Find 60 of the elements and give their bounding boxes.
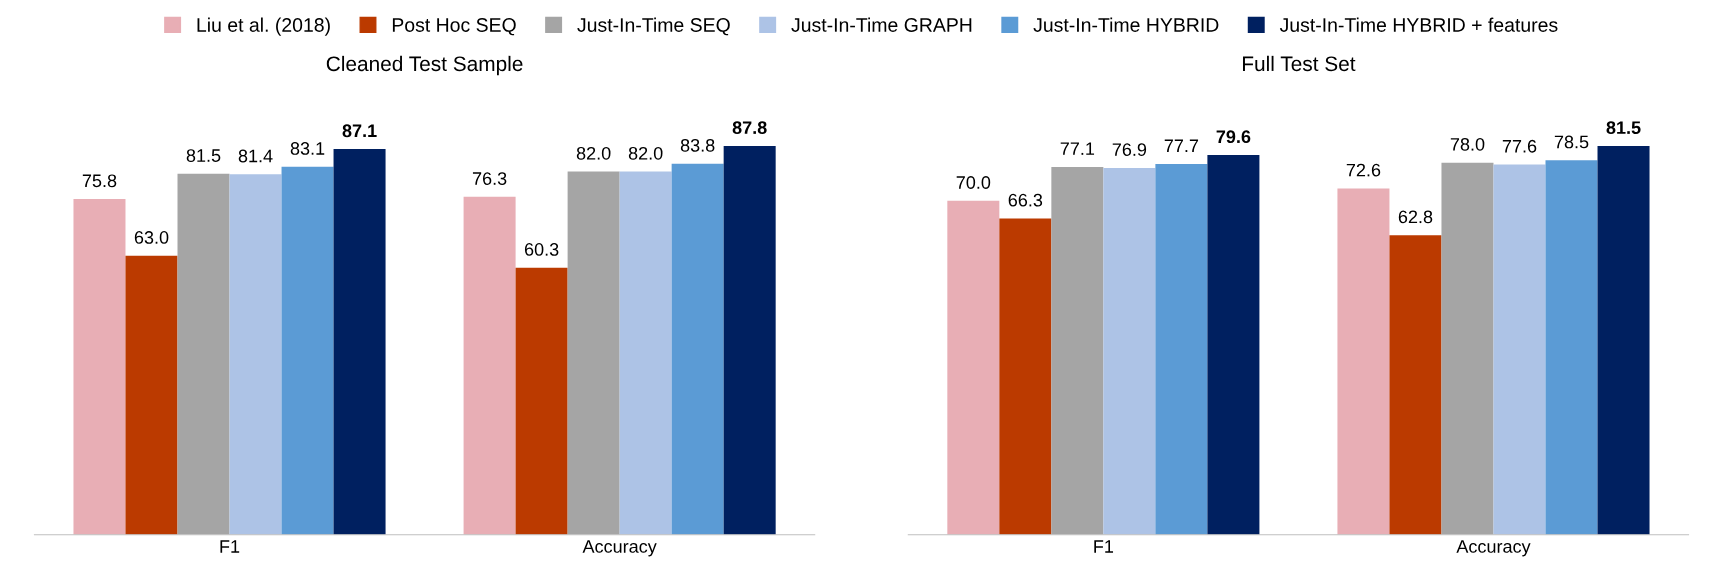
data-label: 81.5 bbox=[186, 149, 221, 162]
bar bbox=[1389, 235, 1442, 535]
bar bbox=[1441, 162, 1494, 535]
legend-label: Liu et al. (2018) bbox=[197, 17, 330, 36]
bar bbox=[1597, 145, 1650, 535]
data-label: 63.0 bbox=[134, 231, 169, 244]
data-label: 72.6 bbox=[1346, 163, 1381, 177]
x-tick-label: Accuracy bbox=[1456, 540, 1531, 557]
data-label: 82.0 bbox=[576, 146, 611, 160]
data-label: 66.3 bbox=[1008, 193, 1043, 207]
bar bbox=[73, 199, 126, 535]
legend-label: Just-In-Time HYBRID + features bbox=[1279, 17, 1558, 32]
bar bbox=[281, 166, 334, 535]
data-label: 77.1 bbox=[1060, 142, 1095, 155]
bar bbox=[515, 267, 568, 535]
legend-label: Just-In-Time GRAPH bbox=[791, 17, 972, 32]
bar bbox=[1545, 160, 1598, 535]
x-tick-label: F1 bbox=[1094, 540, 1114, 553]
bar bbox=[1207, 155, 1260, 535]
data-label: 60.3 bbox=[524, 243, 559, 256]
data-label: 78.5 bbox=[1554, 135, 1589, 149]
data-label: 78.0 bbox=[1450, 137, 1485, 151]
data-label: 79.6 bbox=[1216, 130, 1251, 144]
data-label: 82.0 bbox=[628, 146, 663, 160]
bar bbox=[947, 200, 1000, 535]
data-label: 75.8 bbox=[82, 174, 117, 188]
chart-title: Cleaned Test Sample bbox=[326, 55, 523, 76]
bar bbox=[619, 171, 672, 535]
x-tick-label: F1 bbox=[220, 540, 240, 553]
chart-title: Full Test Set bbox=[1243, 55, 1356, 72]
x-tick-label: Accuracy bbox=[582, 540, 657, 557]
data-label: 81.5 bbox=[1606, 121, 1641, 135]
data-label: 87.8 bbox=[732, 121, 767, 135]
bar bbox=[463, 196, 516, 535]
legend-label: Just-In-Time SEQ bbox=[577, 17, 730, 36]
bar bbox=[671, 163, 724, 535]
data-label: 76.9 bbox=[1112, 143, 1147, 156]
data-label: 81.4 bbox=[238, 149, 273, 163]
legend-label: Post Hoc SEQ bbox=[392, 18, 516, 36]
data-label: 76.3 bbox=[472, 172, 507, 185]
bar bbox=[125, 255, 178, 535]
bar bbox=[1103, 167, 1156, 535]
data-label: 83.1 bbox=[290, 142, 325, 155]
data-label: 70.0 bbox=[956, 176, 991, 189]
bar bbox=[333, 149, 386, 535]
bar bbox=[723, 145, 776, 535]
data-label: 62.8 bbox=[1398, 210, 1433, 224]
data-label: 87.1 bbox=[342, 124, 377, 138]
bar bbox=[1155, 164, 1208, 535]
bar bbox=[567, 171, 620, 535]
data-label: 83.8 bbox=[680, 138, 715, 152]
data-label: 77.6 bbox=[1502, 139, 1537, 153]
bar bbox=[177, 173, 230, 535]
data-label: 77.7 bbox=[1164, 139, 1199, 152]
bar bbox=[1051, 166, 1104, 535]
bar bbox=[999, 218, 1052, 535]
legend-label: Just-In-Time HYBRID bbox=[1033, 17, 1219, 32]
bar bbox=[1493, 164, 1546, 535]
bar bbox=[1337, 188, 1390, 535]
bar bbox=[229, 174, 282, 535]
